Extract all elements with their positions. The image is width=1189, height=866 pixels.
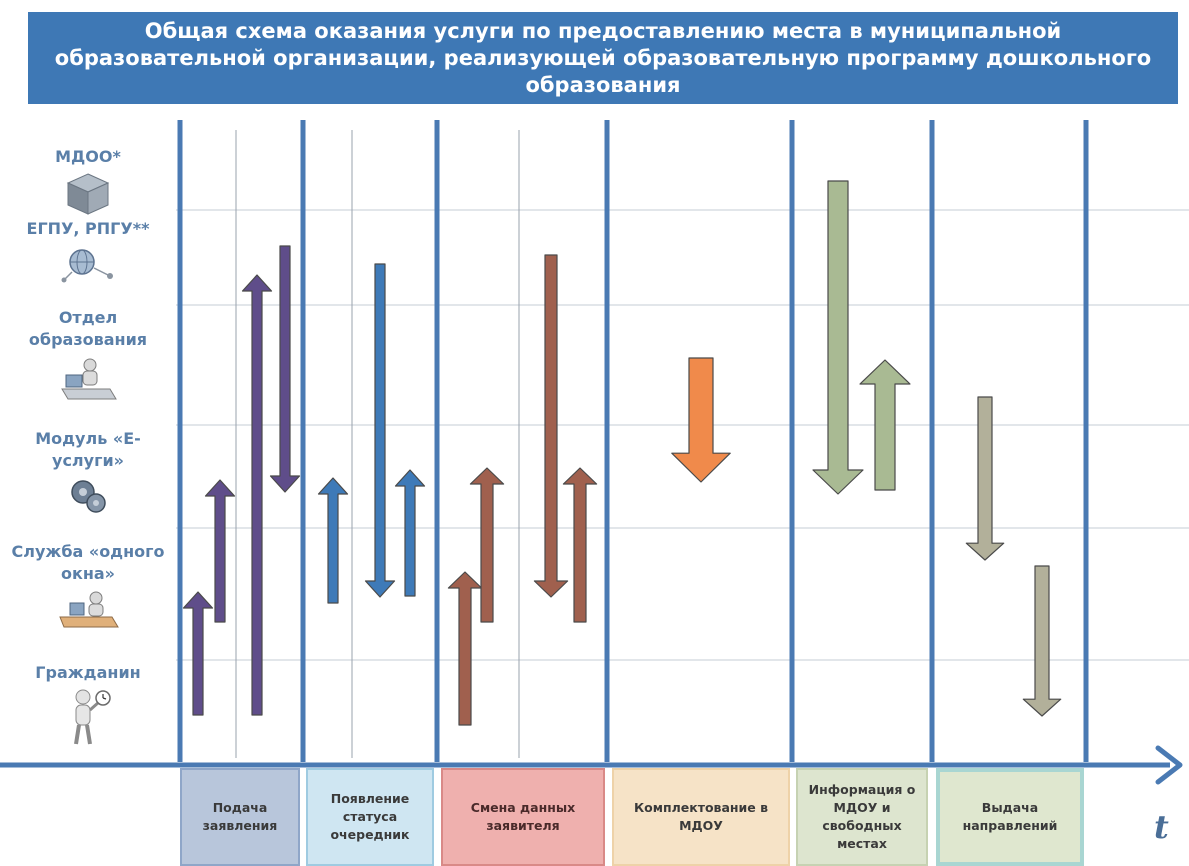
arrow-stage1-up xyxy=(182,591,214,716)
arrow-stage1-up xyxy=(241,274,273,716)
stage-staffing: Комплектование в МДОУ xyxy=(612,768,790,866)
person-with-clock-icon xyxy=(74,689,111,745)
actor-label: Гражданин xyxy=(35,663,141,682)
diagram-title: Общая схема оказания услуги по предостав… xyxy=(28,12,1178,104)
actor-education-department: Отдел образования xyxy=(2,307,174,405)
office-worker-icon xyxy=(61,358,117,400)
arrow-stage3-up xyxy=(562,467,598,623)
actor-label: Отдел образования xyxy=(28,308,148,349)
process-arrows xyxy=(182,180,1062,726)
swimlane-grid xyxy=(176,120,1189,762)
actor-egpu: ЕГПУ, РПГУ** xyxy=(2,218,174,284)
time-axis xyxy=(0,745,1183,785)
arrow-stage1-down xyxy=(269,245,301,493)
gears-icon xyxy=(71,480,106,513)
globe-network-icon xyxy=(61,249,113,283)
arrow-stage4-down xyxy=(671,357,731,483)
stage-application-submission: Подача заявления xyxy=(180,768,300,866)
arrow-stage2-up xyxy=(317,477,349,604)
arrow-stage3-up xyxy=(447,571,483,726)
actor-e-services-module: Модуль «Е-услуги» xyxy=(2,428,174,516)
time-axis-arrowhead xyxy=(1155,745,1183,785)
arrow-stage1-up xyxy=(204,479,236,623)
arrow-stage5-up xyxy=(859,359,911,491)
arrow-stage2-up xyxy=(394,469,426,597)
arrow-stage6-down xyxy=(965,396,1005,561)
actor-label: ЕГПУ, РПГУ** xyxy=(26,219,150,238)
arrow-stage5-down xyxy=(812,180,864,495)
actor-mdoo: МДОО* xyxy=(2,146,174,216)
arrow-stage3-up xyxy=(469,467,505,623)
actor-label: Модуль «Е-услуги» xyxy=(35,429,141,470)
desk-worker-icon xyxy=(59,591,119,628)
time-axis-label: t xyxy=(1154,808,1169,846)
actor-one-window-service: Служба «одного окна» xyxy=(2,541,174,633)
arrow-stage2-down xyxy=(364,263,396,598)
stage-vacancy-info: Информация о МДОУ и свободных местах xyxy=(796,768,928,866)
building-cube-icon xyxy=(66,173,110,215)
arrow-stage3-down xyxy=(533,254,569,598)
actor-label: МДОО* xyxy=(55,147,121,166)
actor-citizen: Гражданин xyxy=(2,662,174,746)
actor-label: Служба «одного окна» xyxy=(11,542,165,583)
arrow-stage6-down xyxy=(1022,565,1062,717)
stage-applicant-data-change: Смена данных заявителя xyxy=(441,768,605,866)
stage-referral-issuance: Выдача направлений xyxy=(936,768,1084,866)
stage-queue-status: Появление статуса очередник xyxy=(306,768,434,866)
